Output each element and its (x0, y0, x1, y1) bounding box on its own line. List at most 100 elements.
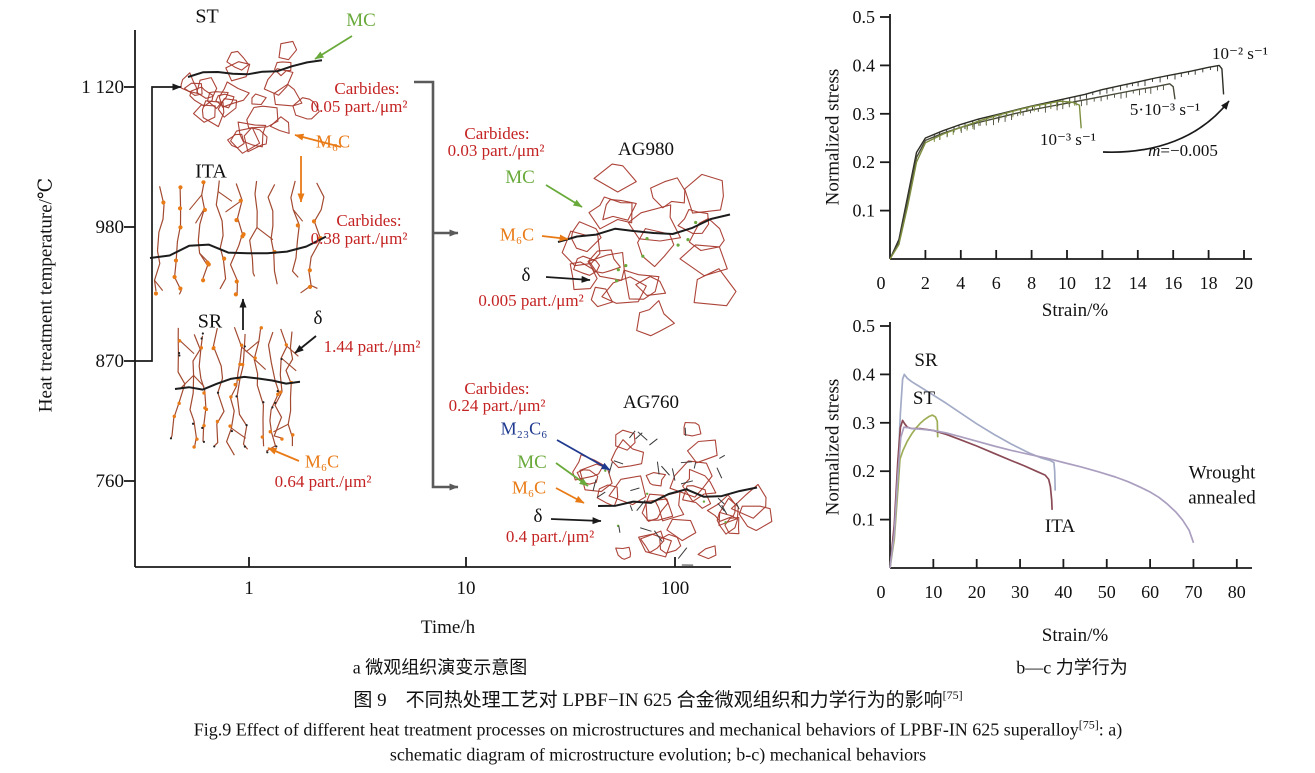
annotation-ag760-m23c6: M₂₃C₆ (500, 418, 548, 439)
tick-label: 0 (877, 582, 886, 602)
annotation-st-mc: MC (346, 10, 376, 32)
ag980-m6c-arrow (541, 234, 569, 242)
tick-label: 0.3 (853, 413, 876, 433)
annotation-ag760-m6c: M₆C (511, 477, 547, 498)
annotation-m-value: m=−0.005 (1148, 142, 1218, 160)
caption-en-line1: Fig.9 Effect of different heat treatment… (193, 717, 1123, 740)
caption-en-text: Fig.9 Effect of different heat treatment… (193, 719, 1079, 740)
ag980-sketch (561, 163, 737, 337)
tick-label: 870 (96, 351, 125, 372)
tick-label: 980 (96, 217, 125, 238)
heat-path-connector (135, 83, 182, 362)
chart-c-x-axis-label: Strain/% (1041, 625, 1109, 647)
tick-label: 0.4 (853, 55, 876, 75)
annotation-ag760-carbides-value: 0.24 part./μm² (448, 396, 546, 416)
tick-label: 0.1 (853, 510, 876, 530)
caption-en-ref: [75] (1078, 717, 1099, 732)
annotation-sr-delta: δ (313, 308, 323, 330)
annotation-sr-m6c-value: 0.64 part./μm² (274, 472, 372, 492)
caption-en-line2: schematic diagram of microstructure evol… (389, 744, 927, 765)
tick-label: 0.4 (853, 364, 876, 384)
curve-ITA (889, 419, 1053, 569)
tick-label: 760 (96, 471, 125, 492)
sketch-label-sr: SR (197, 310, 223, 333)
annotation-ita-carbides-value: 0.38 part./μm² (310, 229, 408, 249)
caption-en-after: : a) (1098, 719, 1123, 740)
annotation-rate-fast: 10⁻² s⁻¹ (1211, 44, 1269, 64)
ita-sketch (153, 180, 325, 297)
tick-label: 70 (1184, 582, 1202, 602)
annotation-curve-st: ST (912, 388, 936, 410)
tick-label: 0.2 (853, 461, 876, 481)
annotation-st-carbides-value: 0.05 part./μm² (310, 97, 408, 117)
tick-label: 12 (1093, 273, 1111, 293)
tick-label: 16 (1164, 273, 1182, 293)
tick-label: 1 120 (81, 77, 124, 98)
curve-5·10⁻³ s⁻¹ (889, 83, 1176, 260)
annotation-ag980-delta: δ (521, 265, 531, 287)
sr-sketch (169, 326, 299, 456)
tick-label: 0.5 (853, 316, 876, 336)
annotation-ag980-mc: MC (505, 167, 535, 189)
sketch-label-st: ST (195, 5, 219, 28)
tick-label: 20 (1235, 273, 1253, 293)
sketch-label-ag760: AG760 (623, 392, 679, 414)
tick-label: 2 (921, 273, 930, 293)
tick-label: 6 (992, 273, 1001, 293)
annotation-ag980-m6c: M₆C (499, 224, 535, 245)
panel-a-x-axis-label: Time/h (420, 617, 476, 639)
tick-label: 40 (1054, 582, 1072, 602)
tick-label: 0.2 (853, 152, 876, 172)
chart-b-x-axis-label: Strain/% (1041, 300, 1109, 322)
st-m6c-arrow (294, 133, 342, 148)
annotation-curve-wrought: Wrought annealed (1188, 462, 1256, 508)
tick-label: 8 (1027, 273, 1036, 293)
annotation-sr-delta-value: 1.44 part./μm² (323, 337, 421, 357)
chart-c-y-axis-label: Normalized stress (822, 378, 844, 516)
tick-label: 18 (1200, 273, 1218, 293)
caption-zh-text: 图 9 不同热处理工艺对 LPBF−IN 625 合金微观组织和力学行为的影响 (353, 690, 943, 712)
tick-label: 50 (1098, 582, 1116, 602)
st-sketch (180, 40, 320, 154)
annotation-rate-slow: 10⁻³ s⁻¹ (1039, 130, 1097, 150)
tick-label: 10 (457, 578, 476, 599)
curve-SR (889, 373, 1057, 569)
annotation-ag980-carbides: Carbides: (464, 124, 530, 144)
annotation-st-carbides: Carbides: (334, 79, 400, 99)
tick-label: 0.3 (853, 104, 876, 124)
sketch-label-ita: ITA (195, 160, 227, 183)
tick-label: 0.1 (853, 201, 876, 221)
annotation-ag760-mc: MC (517, 452, 547, 474)
tick-label: 100 (661, 578, 690, 599)
annotation-ita-carbides: Carbides: (336, 211, 402, 231)
ag760-mc-arrow (555, 462, 589, 487)
tick-label: 10 (924, 582, 942, 602)
sketch-label-ag980: AG980 (618, 139, 674, 161)
ag760-m23c6-arrow (556, 439, 611, 471)
ag760-sketch (572, 421, 773, 566)
tick-label: 30 (1011, 582, 1029, 602)
tick-label: 0.5 (853, 7, 876, 27)
chart-b-y-axis-label: Normalized stress (822, 68, 844, 206)
annotation-ag760-delta-value: 0.4 part./μm² (505, 527, 595, 547)
annotation-rate-mid: 5·10⁻³ s⁻¹ (1129, 100, 1201, 120)
tick-label: 10 (1058, 273, 1076, 293)
strain-rate-arrow (1102, 100, 1230, 153)
caption-panel-a: a 微观组织演变示意图 (352, 657, 528, 678)
st-mc-arrow (314, 35, 353, 60)
sr-m6c-arrow (267, 447, 300, 462)
curve-Wrought annealed (889, 426, 1195, 569)
ag760-m6c-arrow (555, 487, 585, 504)
tick-label: 14 (1129, 273, 1147, 293)
sr-delta-arrow (294, 335, 317, 354)
annotation-m-symbol: m (1148, 141, 1161, 161)
ag760-delta-arrow (550, 517, 602, 525)
annotation-ag980-carbides-value: 0.03 part./μm² (447, 141, 545, 161)
annotation-st-m6c: M₆C (315, 131, 351, 152)
tick-label: 60 (1141, 582, 1159, 602)
curve-10⁻² s⁻¹ (889, 64, 1225, 260)
curve-10⁻³ s⁻¹ (889, 100, 1082, 260)
panel-a-y-axis-label: Heat treatment temperature/℃ (35, 177, 57, 413)
